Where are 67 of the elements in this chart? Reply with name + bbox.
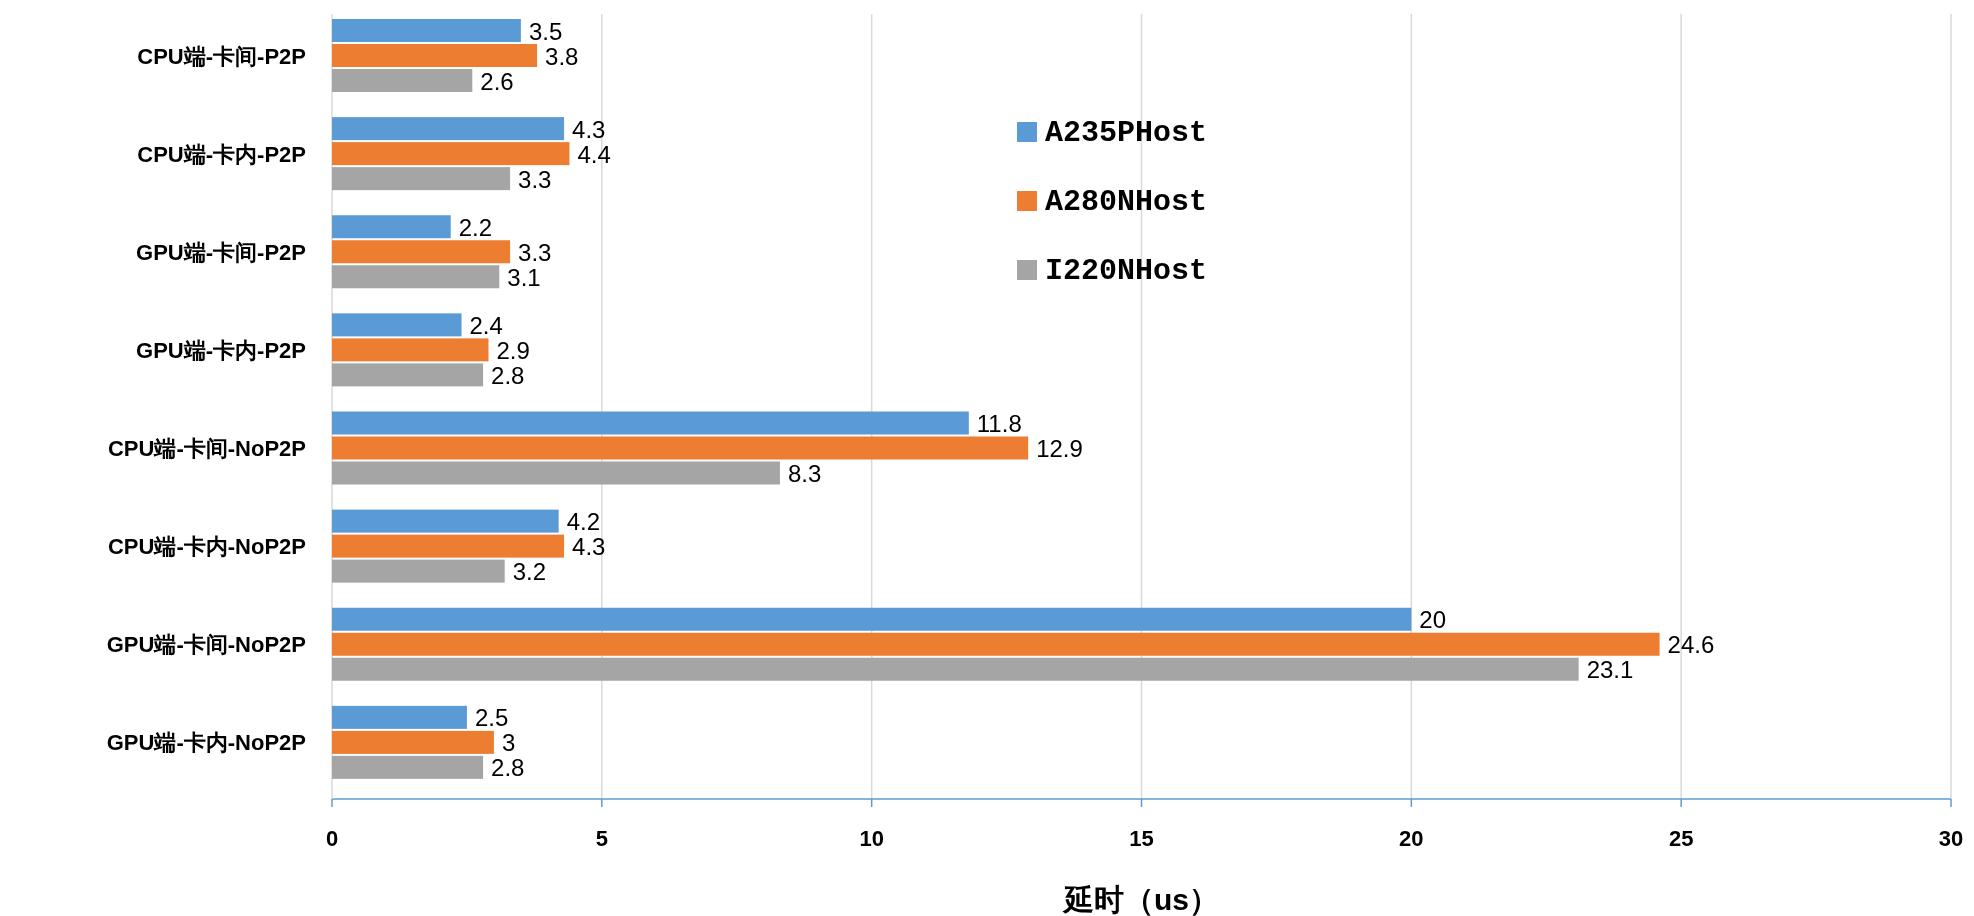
data-label: 4.3	[572, 115, 606, 143]
bar	[332, 167, 511, 191]
bar	[332, 705, 467, 729]
bar	[332, 69, 473, 92]
data-label: 3.3	[518, 165, 552, 193]
data-label: 2.9	[496, 336, 530, 364]
data-label: 3.5	[528, 17, 563, 45]
bar	[332, 19, 521, 42]
bar	[332, 363, 484, 387]
data-label: 3.8	[545, 42, 579, 70]
x-tick-label: 15	[1129, 826, 1154, 851]
bar	[332, 313, 462, 337]
bar	[332, 755, 484, 779]
data-label: 2.8	[491, 754, 525, 782]
bar	[332, 632, 1660, 656]
x-tick-label: 25	[1668, 826, 1694, 851]
x-tick-label: 30	[1938, 826, 1964, 851]
bar	[332, 117, 565, 141]
bar	[332, 240, 511, 264]
data-label: 2.8	[491, 361, 525, 389]
data-label: 3	[501, 729, 516, 757]
x-tick-label: 20	[1399, 826, 1424, 851]
bar	[332, 657, 1579, 681]
data-label: 2.4	[469, 311, 503, 339]
y-tick-label: CPU端-卡间-P2P	[137, 43, 306, 69]
legend-label: I220NHost	[1045, 254, 1208, 288]
bar	[332, 338, 489, 362]
y-tick-label: GPU端-卡间-P2P	[136, 239, 306, 265]
x-tick-label: 10	[859, 826, 884, 851]
bar	[332, 436, 1029, 460]
data-label: 4.3	[572, 533, 606, 561]
y-tick-label: GPU端-卡内-P2P	[136, 337, 306, 363]
bar	[332, 44, 538, 67]
bar	[332, 411, 969, 435]
data-label: 20	[1419, 606, 1447, 634]
data-label: 24.6	[1667, 631, 1715, 659]
data-label: 12.9	[1036, 435, 1083, 462]
bar	[332, 509, 559, 533]
y-tick-label: GPU端-卡间-NoP2P	[106, 632, 306, 658]
data-label: 3.1	[507, 263, 541, 291]
x-tick-label: 0	[325, 826, 339, 851]
data-label: 23.1	[1586, 656, 1634, 684]
bar	[332, 534, 565, 558]
data-label: 2.5	[474, 704, 509, 732]
y-tick-label: CPU端-卡内-NoP2P	[107, 534, 306, 560]
legend-label: A280NHost	[1045, 185, 1208, 219]
data-label: 2.2	[458, 213, 493, 241]
data-label: 4.4	[577, 140, 611, 168]
bar	[332, 215, 451, 239]
bar	[332, 559, 505, 583]
data-label: 3.2	[512, 558, 547, 586]
x-axis-title: 延时（us）	[1061, 883, 1220, 916]
x-tick-label: 5	[595, 826, 608, 851]
bar	[332, 461, 780, 485]
bar	[332, 730, 494, 754]
data-label: 3.3	[518, 238, 552, 266]
bar	[332, 607, 1412, 631]
data-label: 2.6	[480, 67, 514, 95]
bar	[332, 265, 500, 289]
y-tick-label: CPU端-卡间-NoP2P	[107, 436, 306, 461]
legend-label: A235PHost	[1045, 116, 1208, 150]
y-tick-label: CPU端-卡内-P2P	[137, 141, 306, 167]
data-label: 11.8	[976, 410, 1022, 437]
bar	[332, 142, 570, 166]
y-tick-label: GPU端-卡内-NoP2P	[106, 730, 306, 756]
data-label: 8.3	[787, 460, 822, 487]
data-label: 4.2	[566, 508, 601, 536]
